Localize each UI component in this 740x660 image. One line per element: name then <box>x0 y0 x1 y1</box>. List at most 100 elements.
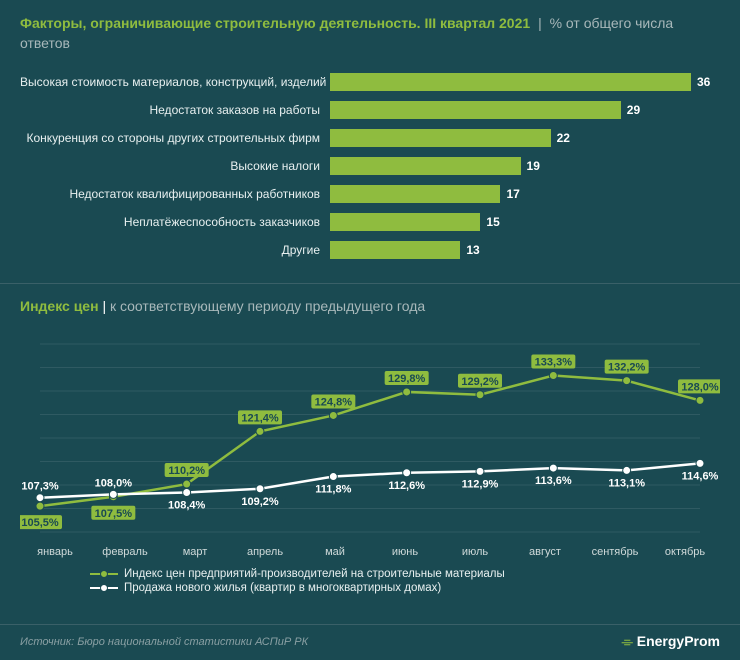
bar-chart: Высокая стоимость материалов, конструкци… <box>0 63 740 279</box>
x-tick-label: октябрь <box>650 546 720 558</box>
bar-value: 19 <box>527 157 540 175</box>
data-point <box>183 489 191 497</box>
data-point <box>36 502 44 510</box>
section2-header: Индекс цен | к соответствующему периоду … <box>0 288 740 322</box>
bar-label: Неплатёжеспособность заказчиков <box>20 215 330 229</box>
divider: | <box>102 298 106 314</box>
data-label: 129,2% <box>461 376 499 388</box>
x-axis-labels: январьфевральмартапрельмайиюньиюльавгуст… <box>0 542 740 558</box>
data-label: 108,0% <box>95 478 133 490</box>
section2-title: Индекс цен <box>20 298 99 314</box>
bar-value: 22 <box>557 129 570 147</box>
data-label: 121,4% <box>241 413 279 425</box>
data-label: 107,5% <box>95 508 133 520</box>
data-point <box>329 473 337 481</box>
legend-item: Индекс цен предприятий-производителей на… <box>90 568 720 580</box>
bar-fill <box>330 185 500 203</box>
data-point <box>476 391 484 399</box>
bar-value: 15 <box>486 213 499 231</box>
bar-row: Высокая стоимость материалов, конструкци… <box>20 71 710 93</box>
bar-fill <box>330 241 460 259</box>
data-label: 124,8% <box>315 397 353 409</box>
source-text: Источник: Бюро национальной статистики А… <box>20 636 308 648</box>
bar-row: Недостаток заказов на работы 29 <box>20 99 710 121</box>
data-label: 113,1% <box>608 478 645 490</box>
x-tick-label: август <box>510 546 580 558</box>
data-point <box>109 491 117 499</box>
bar-row: Другие 13 <box>20 239 710 261</box>
legend-label: Индекс цен предприятий-производителей на… <box>124 568 505 580</box>
section1-title: Факторы, ограничивающие строительную дея… <box>20 15 530 31</box>
bar-track: 17 <box>330 185 710 203</box>
data-point <box>696 397 704 405</box>
bar-track: 13 <box>330 241 710 259</box>
bar-row: Конкуренция со стороны других строительн… <box>20 127 710 149</box>
bar-track: 19 <box>330 157 710 175</box>
data-point <box>329 412 337 420</box>
bar-label: Другие <box>20 243 330 257</box>
bar-track: 36 <box>330 73 710 91</box>
data-point <box>403 469 411 477</box>
footer: Источник: Бюро национальной статистики А… <box>0 624 740 660</box>
series-line <box>40 376 700 507</box>
bar-label: Недостаток квалифицированных работников <box>20 187 330 201</box>
data-point <box>256 485 264 493</box>
x-tick-label: апрель <box>230 546 300 558</box>
logo: ⌯ EnergyProm <box>622 633 720 650</box>
bar-fill <box>330 157 521 175</box>
line-chart: 105,5%107,5%110,2%121,4%124,8%129,8%129,… <box>20 322 720 542</box>
x-tick-label: январь <box>20 546 90 558</box>
data-label: 132,2% <box>608 362 646 374</box>
section-divider <box>0 283 740 284</box>
data-point <box>256 428 264 436</box>
bar-value: 36 <box>697 73 710 91</box>
bar-value: 13 <box>466 241 479 259</box>
legend-marker <box>90 583 118 593</box>
data-label: 112,6% <box>388 480 425 492</box>
data-point <box>183 480 191 488</box>
section2-subtitle: к соответствующему периоду предыдущего г… <box>110 298 425 314</box>
data-label: 114,6% <box>682 471 719 483</box>
data-label: 109,2% <box>241 496 279 508</box>
x-tick-label: март <box>160 546 230 558</box>
data-point <box>476 468 484 476</box>
section1-header: Факторы, ограничивающие строительную дея… <box>0 0 740 63</box>
bar-fill <box>330 129 551 147</box>
legend: Индекс цен предприятий-производителей на… <box>0 558 740 594</box>
divider: | <box>538 15 542 31</box>
bar-track: 22 <box>330 129 710 147</box>
data-label: 112,9% <box>462 479 499 491</box>
legend-label: Продажа нового жилья (квартир в многоква… <box>124 582 441 594</box>
bar-fill <box>330 213 480 231</box>
legend-marker <box>90 569 118 579</box>
data-label: 128,0% <box>681 382 719 394</box>
line-chart-container: 105,5%107,5%110,2%121,4%124,8%129,8%129,… <box>0 322 740 542</box>
x-tick-label: июль <box>440 546 510 558</box>
bar-label: Конкуренция со стороны других строительн… <box>20 131 330 145</box>
data-label: 110,2% <box>168 465 205 477</box>
data-point <box>403 388 411 396</box>
bar-fill <box>330 101 621 119</box>
x-tick-label: февраль <box>90 546 160 558</box>
bar-value: 29 <box>627 101 640 119</box>
bar-label: Высокие налоги <box>20 159 330 173</box>
data-point <box>549 464 557 472</box>
bar-fill <box>330 73 691 91</box>
data-point <box>549 372 557 380</box>
data-point <box>696 460 704 468</box>
bar-track: 15 <box>330 213 710 231</box>
bar-label: Недостаток заказов на работы <box>20 103 330 117</box>
data-label: 107,3% <box>21 481 59 493</box>
data-label: 111,8% <box>315 484 351 496</box>
data-point <box>623 467 631 475</box>
x-tick-label: сентябрь <box>580 546 650 558</box>
bar-row: Высокие налоги 19 <box>20 155 710 177</box>
legend-item: Продажа нового жилья (квартир в многоква… <box>90 582 720 594</box>
data-label: 105,5% <box>21 517 59 529</box>
bar-row: Недостаток квалифицированных работников 1… <box>20 183 710 205</box>
data-point <box>36 494 44 502</box>
bar-value: 17 <box>506 185 519 203</box>
bar-track: 29 <box>330 101 710 119</box>
series-line <box>40 464 700 498</box>
data-label: 108,4% <box>168 500 206 512</box>
